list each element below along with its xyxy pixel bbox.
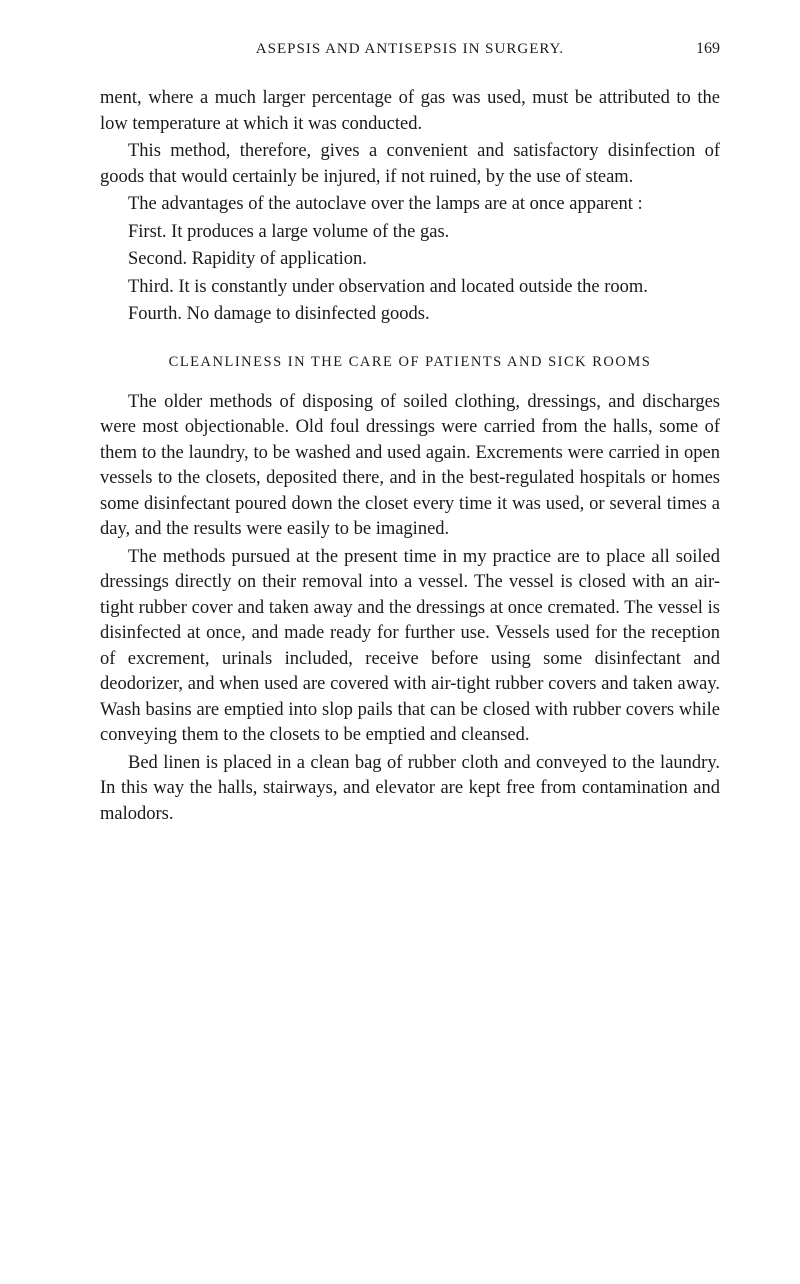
paragraph: The methods pursued at the present time … [100, 545, 720, 749]
paragraph-fourth: Fourth. No damage to disinfected goods. [100, 302, 720, 328]
page-header: ASEPSIS AND ANTISEPSIS IN SURGERY. 169 [100, 40, 720, 58]
paragraph-first: First. It produces a large volume of the… [100, 220, 720, 246]
paragraph-second: Second. Rapidity of application. [100, 247, 720, 273]
paragraph: Bed linen is placed in a clean bag of ru… [100, 751, 720, 828]
paragraph: The advantages of the autoclave over the… [100, 192, 720, 218]
paragraph-third: Third. It is constantly under observatio… [100, 275, 720, 301]
page-number: 169 [680, 40, 720, 58]
paragraph: The older methods of disposing of soiled… [100, 390, 720, 543]
body-text: ment, where a much larger percentage of … [100, 86, 720, 827]
paragraph-continuation: ment, where a much larger percentage of … [100, 86, 720, 137]
section-heading: CLEANLINESS IN THE CARE OF PATIENTS AND … [100, 352, 720, 372]
header-title: ASEPSIS AND ANTISEPSIS IN SURGERY. [140, 41, 680, 58]
paragraph: This method, therefore, gives a convenie… [100, 139, 720, 190]
document-page: ASEPSIS AND ANTISEPSIS IN SURGERY. 169 m… [0, 0, 800, 869]
